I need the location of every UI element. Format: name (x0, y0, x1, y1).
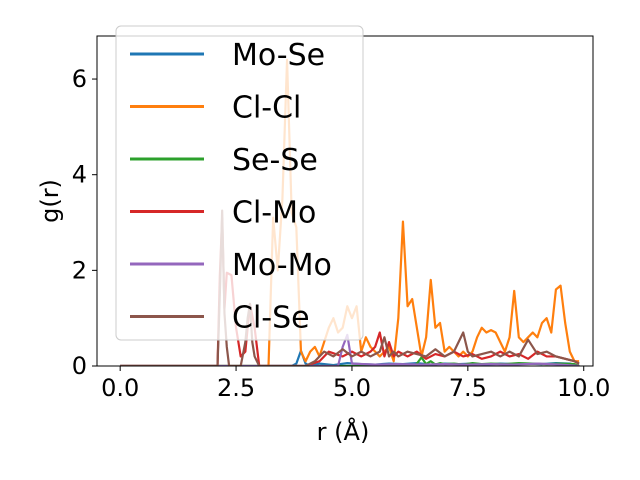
x-tick-label: 10.0 (557, 374, 610, 402)
y-tick-label: 2 (72, 256, 87, 284)
legend-label-se-se: Se-Se (232, 143, 318, 178)
y-axis-label: g(r) (36, 179, 64, 223)
series-line-cl-mo (120, 216, 580, 366)
x-axis-label: r (Å) (317, 417, 370, 446)
y-tick-label: 6 (72, 65, 87, 93)
legend-label-cl-mo: Cl-Mo (232, 196, 316, 231)
legend-label-mo-se: Mo-Se (232, 38, 325, 73)
series-line-mo-mo (120, 333, 580, 366)
legend-box (115, 25, 364, 341)
legend-label-cl-cl: Cl-Cl (232, 91, 301, 126)
y-axis: 0 2 4 6 (72, 65, 97, 380)
series-line-cl-se (120, 209, 580, 366)
x-axis: 0.0 2.5 5.0 7.5 10.0 (101, 366, 610, 402)
legend-label-cl-se: Cl-Se (232, 301, 310, 336)
legend: Mo-Se Cl-Cl Se-Se Cl-Mo Mo-Mo Cl-Se (115, 25, 364, 341)
y-tick-label: 4 (72, 161, 87, 189)
plot-area (96, 35, 594, 367)
x-tick-label: 7.5 (449, 374, 487, 402)
x-tick-label: 5.0 (333, 374, 371, 402)
legend-label-mo-mo: Mo-Mo (232, 248, 332, 283)
y-tick-label: 0 (72, 352, 87, 380)
x-tick-label: 0.0 (101, 374, 139, 402)
x-tick-label: 2.5 (217, 374, 255, 402)
